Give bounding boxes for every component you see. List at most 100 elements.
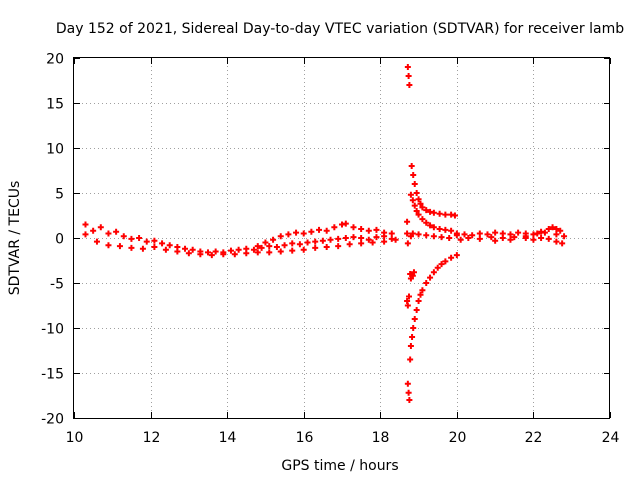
y-tick-label: -15 <box>41 367 64 383</box>
x-tick-label: 10 <box>66 430 84 446</box>
data-point <box>208 252 215 259</box>
data-point <box>316 226 323 233</box>
data-point <box>476 235 483 242</box>
data-point <box>82 221 89 228</box>
data-point <box>522 233 529 240</box>
data-point <box>373 234 380 241</box>
data-point <box>530 236 537 243</box>
data-point <box>342 220 349 227</box>
data-point <box>492 237 499 244</box>
data-point <box>427 274 434 281</box>
y-axis-title: SDTVAR / TECUs <box>7 181 23 296</box>
data-point <box>451 212 458 219</box>
data-point <box>258 244 265 251</box>
data-point <box>270 236 277 243</box>
data-point <box>438 261 445 268</box>
data-point <box>406 397 413 403</box>
y-tick-label: -20 <box>41 412 64 428</box>
data-point <box>453 230 460 237</box>
data-point <box>262 239 269 246</box>
data-point <box>254 249 261 256</box>
data-point <box>549 224 556 231</box>
data-point <box>499 235 506 241</box>
data-point <box>553 226 560 232</box>
data-point <box>404 302 411 309</box>
y-tick-label: -10 <box>41 322 64 338</box>
data-point <box>405 389 412 396</box>
data-point <box>369 239 376 246</box>
data-point <box>442 211 449 218</box>
data-point <box>410 325 417 331</box>
data-point <box>423 232 430 239</box>
data-point <box>97 224 104 231</box>
data-point <box>413 307 420 313</box>
data-point <box>358 226 365 232</box>
x-axis-title: GPS time / hours <box>281 458 398 474</box>
data-point <box>419 287 426 294</box>
data-point <box>197 251 204 258</box>
x-tick-label: 24 <box>602 430 620 446</box>
data-point <box>266 243 273 250</box>
data-point <box>430 269 437 276</box>
chart-title: Day 152 of 2021, Sidereal Day-to-day VTE… <box>56 21 624 37</box>
data-point <box>411 181 418 187</box>
data-point <box>415 211 422 218</box>
x-tick-label: 12 <box>143 430 161 446</box>
data-point <box>243 250 250 257</box>
data-point <box>430 209 437 216</box>
y-tick-label: 5 <box>55 187 64 203</box>
data-point <box>430 233 437 240</box>
data-point <box>293 229 300 236</box>
data-point <box>300 246 307 253</box>
data-point <box>406 82 413 88</box>
data-point <box>406 293 412 300</box>
data-point <box>105 230 112 237</box>
data-point <box>113 228 120 235</box>
data-point <box>277 248 284 255</box>
data-point <box>312 238 319 245</box>
data-point <box>189 246 196 253</box>
data-point <box>220 251 227 258</box>
data-point <box>430 224 437 231</box>
data-point <box>404 64 411 70</box>
data-point <box>453 252 460 259</box>
data-point <box>205 249 211 256</box>
y-tick-label: 20 <box>46 52 64 68</box>
data-point <box>151 244 158 250</box>
data-point <box>461 231 468 238</box>
data-point <box>492 229 499 236</box>
data-point <box>553 231 560 238</box>
y-tick-label: -5 <box>50 277 64 293</box>
data-point <box>335 235 342 242</box>
data-point <box>409 230 416 237</box>
data-point <box>323 244 330 250</box>
data-point <box>541 229 548 236</box>
x-tick-label: 18 <box>372 430 390 446</box>
data-point <box>381 229 388 236</box>
data-point <box>407 343 414 349</box>
data-point <box>423 219 430 226</box>
y-tick-label: 10 <box>46 142 64 158</box>
data-point <box>342 235 349 241</box>
data-point <box>289 247 296 254</box>
data-point <box>273 244 280 250</box>
data-point <box>319 237 326 244</box>
data-point <box>185 250 192 257</box>
data-point <box>266 249 273 256</box>
data-point <box>277 233 284 240</box>
data-point <box>408 163 415 169</box>
data-point <box>423 207 430 214</box>
data-point <box>405 73 412 79</box>
data-point <box>331 224 338 231</box>
data-point <box>304 239 311 246</box>
data-point <box>417 200 424 207</box>
data-point <box>442 258 449 265</box>
data-point <box>182 245 189 252</box>
data-point <box>476 230 483 237</box>
data-point <box>335 243 342 250</box>
data-point <box>417 291 424 298</box>
data-point <box>413 208 420 214</box>
data-point <box>346 241 353 248</box>
y-tick-labels: -20 -15 -10 -5 0 5 10 15 20 <box>41 52 64 428</box>
data-point <box>507 231 514 238</box>
